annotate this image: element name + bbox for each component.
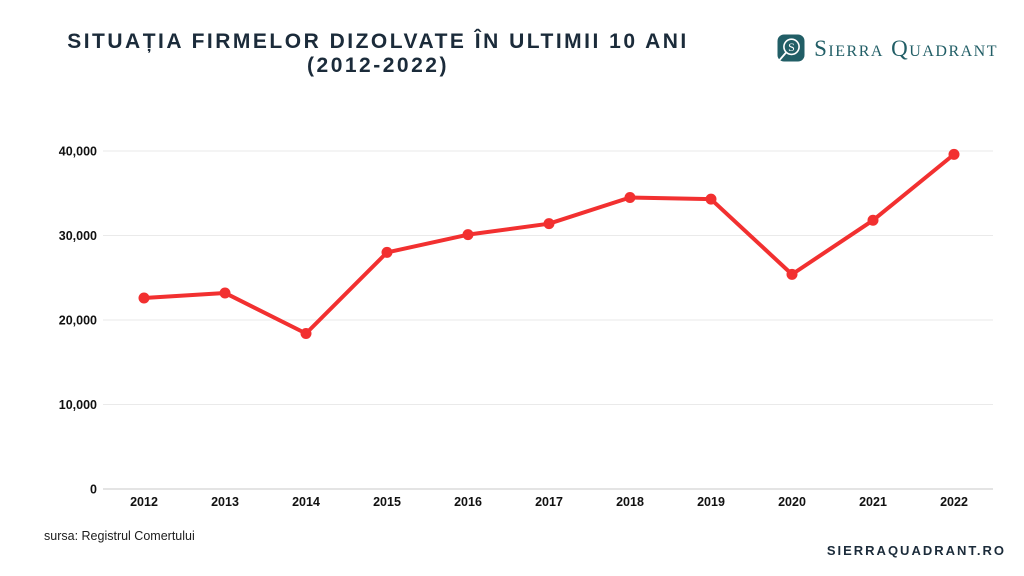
x-tick-label: 2013 — [211, 495, 239, 509]
website-url: SIERRAQUADRANT.RO — [826, 543, 1006, 558]
y-tick-label: 30,000 — [59, 229, 97, 243]
x-tick-label: 2022 — [940, 495, 968, 509]
source-note: sursa: Registrul Comertului — [44, 529, 195, 543]
data-point-2017 — [543, 218, 555, 230]
chart-title-line2: (2012-2022) — [307, 54, 449, 77]
x-tick-label: 2015 — [373, 495, 401, 509]
data-point-2014 — [300, 328, 312, 340]
svg-text:S: S — [788, 40, 795, 54]
chart-title-line1: SITUAȚIA FIRMELOR DIZOLVATE ÎN ULTIMII 1… — [67, 30, 689, 53]
x-tick-label: 2018 — [616, 495, 644, 509]
x-tick-label: 2021 — [859, 495, 887, 509]
x-tick-label: 2016 — [454, 495, 482, 509]
data-point-2019 — [705, 193, 717, 205]
sierra-quadrant-monogram-icon: S — [776, 33, 806, 63]
sierra-quadrant-logo: S Sierra Quadrant — [776, 33, 998, 63]
data-point-2020 — [786, 268, 798, 280]
y-tick-label: 40,000 — [59, 145, 97, 159]
data-point-2013 — [219, 287, 231, 299]
y-tick-label: 0 — [90, 483, 97, 497]
x-tick-label: 2012 — [130, 495, 158, 509]
x-tick-label: 2017 — [535, 495, 563, 509]
data-point-2018 — [624, 191, 636, 203]
x-tick-label: 2019 — [697, 495, 725, 509]
data-point-2021 — [867, 214, 879, 226]
chart-title: SITUAȚIA FIRMELOR DIZOLVATE ÎN ULTIMII 1… — [40, 30, 716, 78]
y-tick-label: 10,000 — [59, 398, 97, 412]
data-point-2016 — [462, 229, 474, 241]
logo-brand-name: Sierra Quadrant — [814, 35, 998, 61]
data-point-2012 — [138, 292, 150, 304]
x-tick-label: 2014 — [292, 495, 320, 509]
x-tick-label: 2020 — [778, 495, 806, 509]
trend-line — [142, 152, 956, 336]
data-point-2015 — [381, 246, 393, 258]
y-tick-label: 20,000 — [59, 314, 97, 328]
data-point-2022 — [948, 148, 960, 160]
